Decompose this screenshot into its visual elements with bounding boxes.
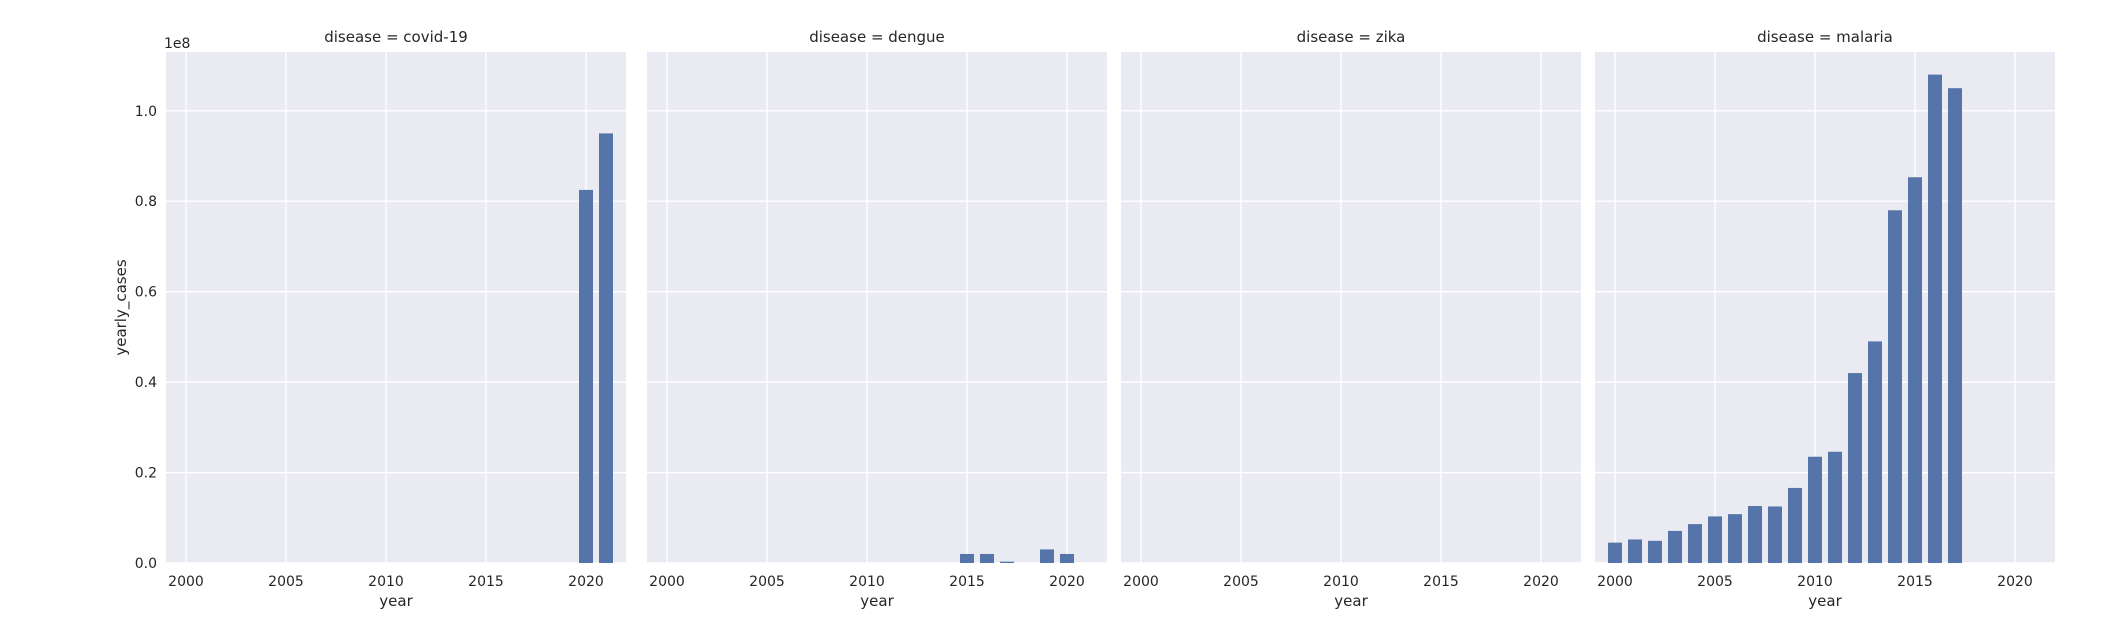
panel-3-bar-3 (1668, 530, 1682, 563)
panel-3-xtick-3: 2015 (1897, 574, 1933, 590)
panel-3-bar-0 (1608, 542, 1622, 563)
panel-1-bar-0 (960, 553, 974, 563)
panel-1-xtick-0: 2000 (649, 574, 685, 590)
ytick-3: 0.6 (135, 285, 157, 301)
panel-3-bar-6 (1728, 514, 1742, 563)
panel-1-xtick-2: 2010 (849, 574, 885, 590)
panel-2-xtick-1: 2005 (1223, 574, 1259, 590)
panel-3-bar-5 (1708, 516, 1722, 563)
panel-0-background (166, 52, 626, 563)
panel-3-title: disease = malaria (1757, 28, 1893, 46)
panel-3-bar-7 (1748, 506, 1762, 563)
panel-1-xtick-3: 2015 (949, 574, 985, 590)
ytick-2: 0.4 (135, 375, 157, 391)
panel-0-bar-1 (599, 133, 613, 563)
panel-0-xtick-4: 2020 (568, 574, 604, 590)
panel-0-title: disease = covid-19 (324, 28, 468, 46)
panel-1-xtick-1: 2005 (749, 574, 785, 590)
y-offset-label: 1e8 (164, 36, 190, 52)
panel-3-bar-4 (1688, 524, 1702, 563)
panel-1-title: disease = dengue (809, 28, 945, 46)
panel-3-xtick-0: 2000 (1597, 574, 1633, 590)
panel-0-xtick-1: 2005 (268, 574, 304, 590)
panel-0-bar-0 (579, 189, 593, 563)
panel-3-bar-14 (1888, 210, 1902, 563)
ytick-5: 1.0 (135, 104, 157, 120)
panel-1-bar-1 (980, 553, 994, 563)
panel-0-xtick-2: 2010 (368, 574, 404, 590)
panel-2-xtick-0: 2000 (1123, 574, 1159, 590)
panel-3-bar-10 (1808, 456, 1822, 563)
panel-3-bar-8 (1768, 506, 1782, 563)
panel-0-xlabel: year (379, 592, 413, 610)
panel-2-background (1121, 52, 1581, 563)
panel-1-bar-3 (1040, 549, 1054, 563)
panel-3-bar-13 (1868, 341, 1882, 563)
panel-2-xtick-2: 2010 (1323, 574, 1359, 590)
panel-1-bar-2 (1000, 561, 1014, 563)
panel-3-xlabel: year (1808, 592, 1842, 610)
panel-2-title: disease = zika (1297, 28, 1406, 46)
panel-0-xtick-3: 2015 (468, 574, 504, 590)
panel-1-xtick-4: 2020 (1049, 574, 1085, 590)
panel-3-background (1595, 52, 2055, 563)
ytick-1: 0.2 (135, 466, 157, 482)
panel-3-bar-11 (1828, 451, 1842, 563)
panel-1-xlabel: year (860, 592, 894, 610)
panel-3-bar-17 (1948, 88, 1962, 563)
panel-3-xtick-1: 2005 (1697, 574, 1733, 590)
panel-0-xtick-0: 2000 (168, 574, 204, 590)
panel-1-background (647, 52, 1107, 563)
y-axis-label: yearly_cases (112, 259, 131, 355)
panel-3-bar-12 (1848, 373, 1862, 563)
panel-3-bar-9 (1788, 487, 1802, 563)
panel-2-xtick-3: 2015 (1423, 574, 1459, 590)
panel-3-xtick-2: 2010 (1797, 574, 1833, 590)
panel-3-bar-2 (1648, 540, 1662, 563)
panel-3-bar-15 (1908, 177, 1922, 564)
panel-1-bar-4 (1060, 553, 1074, 563)
ytick-4: 0.8 (135, 194, 157, 210)
ytick-0: 0.0 (135, 556, 157, 572)
panel-2-xlabel: year (1334, 592, 1368, 610)
panel-2-xtick-4: 2020 (1523, 574, 1559, 590)
panel-3-xtick-4: 2020 (1997, 574, 2033, 590)
panel-3-bar-1 (1628, 539, 1642, 563)
panel-3-bar-16 (1928, 74, 1942, 563)
